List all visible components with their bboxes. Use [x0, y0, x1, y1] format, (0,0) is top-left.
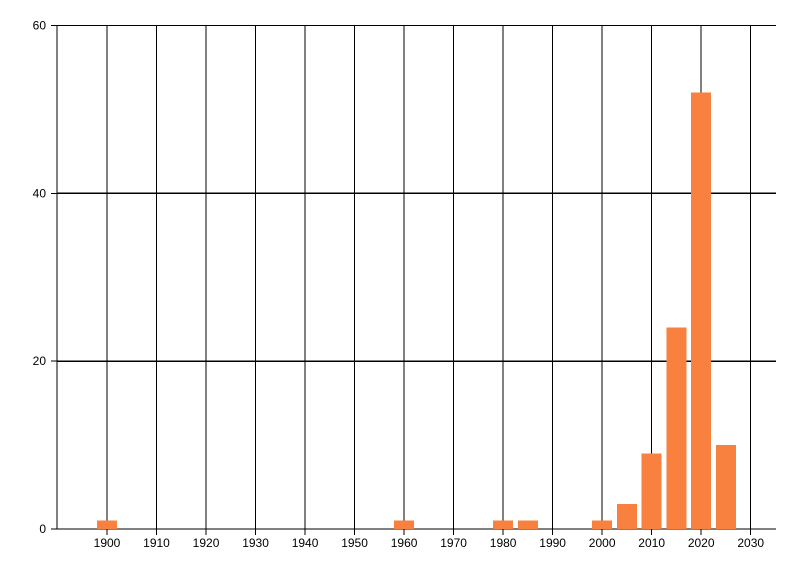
- svg-text:1940: 1940: [292, 536, 319, 550]
- svg-text:1960: 1960: [391, 536, 418, 550]
- svg-text:1950: 1950: [341, 536, 368, 550]
- svg-text:2030: 2030: [737, 536, 764, 550]
- svg-text:1980: 1980: [490, 536, 517, 550]
- svg-text:1930: 1930: [242, 536, 269, 550]
- svg-text:40: 40: [33, 186, 47, 200]
- svg-text:1990: 1990: [539, 536, 566, 550]
- svg-text:1910: 1910: [143, 536, 170, 550]
- svg-text:2010: 2010: [638, 536, 665, 550]
- svg-text:1970: 1970: [440, 536, 467, 550]
- svg-text:60: 60: [33, 19, 47, 33]
- svg-text:0: 0: [39, 522, 46, 536]
- svg-text:1900: 1900: [94, 536, 121, 550]
- svg-text:1920: 1920: [193, 536, 220, 550]
- svg-text:20: 20: [33, 354, 47, 368]
- svg-text:2000: 2000: [589, 536, 616, 550]
- svg-text:2020: 2020: [688, 536, 715, 550]
